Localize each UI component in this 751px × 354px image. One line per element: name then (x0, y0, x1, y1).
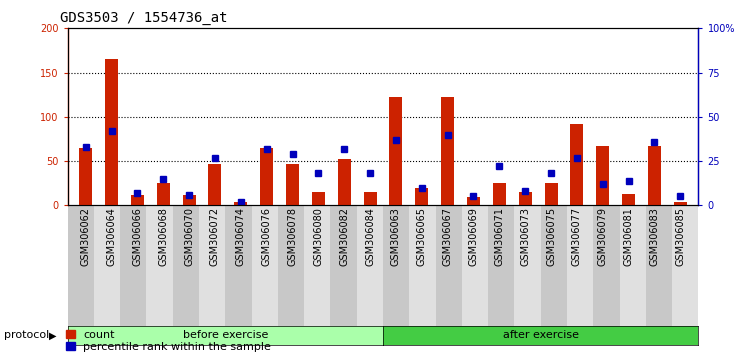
Bar (79, 148, 92, 205)
Bar (544, 183, 557, 205)
Bar (674, 202, 687, 205)
Bar (182, 195, 195, 205)
Text: GDS3503 / 1554736_at: GDS3503 / 1554736_at (60, 11, 228, 25)
Bar (260, 148, 273, 205)
Bar (234, 202, 247, 205)
Bar (338, 159, 351, 205)
Text: ▶: ▶ (49, 330, 56, 341)
Text: before exercise: before exercise (182, 330, 268, 341)
Bar (622, 194, 635, 205)
Bar (209, 164, 222, 205)
Bar (131, 195, 144, 205)
Bar (390, 97, 403, 205)
Bar (157, 183, 170, 205)
Bar (571, 124, 584, 205)
Bar (493, 183, 506, 205)
Bar (415, 188, 428, 205)
Legend: count, percentile rank within the sample: count, percentile rank within the sample (65, 330, 271, 352)
Bar (467, 198, 480, 205)
Bar (363, 192, 376, 205)
Text: protocol: protocol (4, 330, 49, 341)
Bar (519, 192, 532, 205)
Bar (441, 97, 454, 205)
Bar (648, 146, 661, 205)
Text: after exercise: after exercise (502, 330, 579, 341)
Bar (596, 146, 609, 205)
Bar (286, 164, 299, 205)
Bar (105, 59, 118, 205)
Bar (312, 192, 325, 205)
